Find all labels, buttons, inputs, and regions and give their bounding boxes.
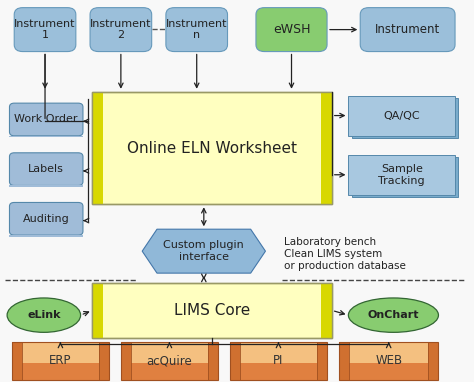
FancyBboxPatch shape [92,283,103,338]
Text: Laboratory bench
Clean LIMS system
or production database: Laboratory bench Clean LIMS system or pr… [284,238,406,270]
Text: eWSH: eWSH [273,23,310,36]
Polygon shape [12,363,109,380]
Polygon shape [9,136,83,137]
Text: Auditing: Auditing [23,214,70,224]
Text: acQuire: acQuire [146,354,192,367]
Ellipse shape [7,298,81,332]
Text: Work Order: Work Order [15,115,78,125]
Polygon shape [339,342,438,363]
FancyBboxPatch shape [166,8,228,52]
Polygon shape [339,363,438,380]
Polygon shape [121,363,218,380]
Text: ERP: ERP [49,354,72,367]
FancyBboxPatch shape [321,283,332,338]
FancyBboxPatch shape [92,283,332,338]
Text: Instrument
n: Instrument n [166,19,228,40]
Polygon shape [230,363,327,380]
Ellipse shape [348,298,438,332]
Text: Sample
Tracking: Sample Tracking [378,164,425,186]
FancyBboxPatch shape [360,8,455,52]
FancyBboxPatch shape [9,202,83,235]
FancyBboxPatch shape [321,92,332,204]
Text: Labels: Labels [28,164,64,174]
Text: Instrument: Instrument [375,23,440,36]
FancyBboxPatch shape [352,98,458,138]
Polygon shape [9,235,83,236]
Polygon shape [230,342,327,363]
FancyBboxPatch shape [90,8,152,52]
FancyBboxPatch shape [9,153,83,186]
Polygon shape [121,342,131,380]
FancyBboxPatch shape [9,103,83,136]
Text: WEB: WEB [375,354,402,367]
Text: LIMS Core: LIMS Core [174,303,250,318]
Polygon shape [12,342,22,380]
Polygon shape [121,342,218,363]
Text: Online ELN Worksheet: Online ELN Worksheet [127,141,297,155]
Polygon shape [339,342,349,380]
Text: OnChart: OnChart [368,310,419,320]
Text: Custom plugin
interface: Custom plugin interface [164,240,244,262]
FancyBboxPatch shape [256,8,327,52]
Polygon shape [99,342,109,380]
Polygon shape [12,342,109,363]
Text: Instrument
2: Instrument 2 [90,19,152,40]
Polygon shape [9,186,83,187]
FancyBboxPatch shape [348,96,455,136]
Polygon shape [230,342,239,380]
Polygon shape [428,342,438,380]
FancyBboxPatch shape [14,8,76,52]
Text: eLink: eLink [27,310,61,320]
FancyBboxPatch shape [92,92,332,204]
Text: Instrument
1: Instrument 1 [14,19,76,40]
Polygon shape [208,342,218,380]
FancyBboxPatch shape [92,92,103,204]
Text: PI: PI [273,354,283,367]
FancyBboxPatch shape [352,157,458,197]
Text: QA/QC: QA/QC [383,110,420,121]
Polygon shape [142,229,265,273]
Polygon shape [318,342,327,380]
FancyBboxPatch shape [348,155,455,195]
